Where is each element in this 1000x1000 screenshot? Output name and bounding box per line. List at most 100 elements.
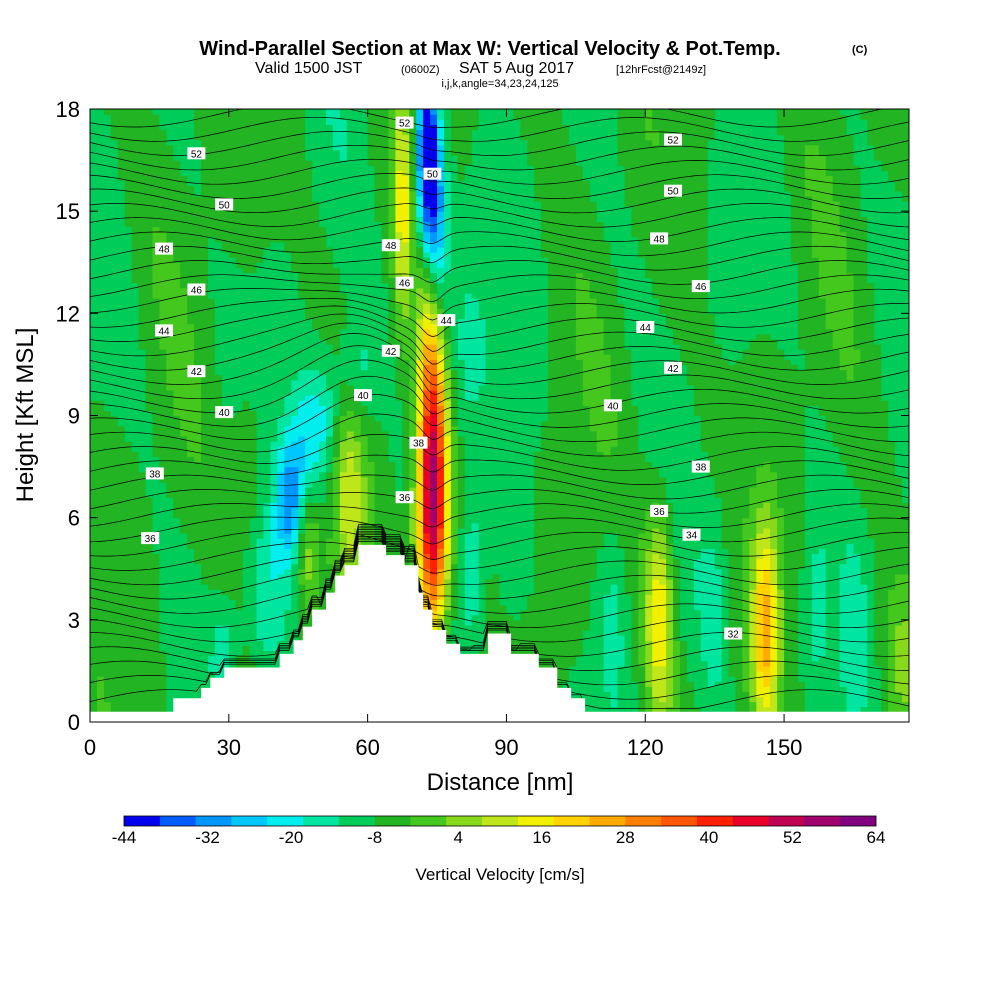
velocity-cell (152, 262, 181, 268)
velocity-cell (443, 435, 452, 442)
velocity-cell (666, 323, 716, 330)
velocity-cell (416, 252, 424, 258)
velocity-cell (867, 231, 909, 238)
velocity-cell (332, 415, 341, 422)
velocity-cell (846, 558, 862, 565)
velocity-cell (221, 395, 285, 401)
velocity-cell (631, 630, 639, 636)
velocity-cell (312, 170, 376, 177)
velocity-cell (291, 522, 299, 529)
velocity-cell (180, 277, 209, 284)
velocity-cell (721, 543, 744, 549)
velocity-cell (909, 584, 917, 590)
velocity-cell (700, 614, 723, 621)
subtitle-grid-indices: i,j,k,angle=34,23,24,125 (441, 78, 558, 90)
velocity-cell (568, 676, 605, 682)
velocity-cell (797, 308, 827, 314)
velocity-cell (249, 522, 265, 529)
velocity-cell (464, 578, 480, 585)
velocity-cell (846, 262, 868, 268)
velocity-cell (416, 308, 424, 314)
velocity-cell (770, 502, 778, 509)
velocity-cell (707, 665, 723, 672)
velocity-cell (457, 481, 466, 488)
velocity-cell (749, 645, 757, 652)
velocity-cell (450, 446, 459, 452)
velocity-cell (652, 691, 667, 698)
velocity-cell (332, 343, 341, 350)
velocity-cell (478, 609, 487, 616)
velocity-cell (777, 543, 785, 549)
velocity-cell (867, 257, 909, 263)
contour-label-text: 48 (385, 241, 397, 252)
colorbar-swatch (374, 816, 411, 826)
velocity-cell (603, 609, 619, 616)
velocity-cell (388, 456, 403, 463)
velocity-cell (638, 532, 653, 539)
velocity-cell (645, 456, 709, 463)
velocity-cell (617, 589, 626, 595)
velocity-cell (742, 527, 757, 534)
velocity-cell (90, 568, 161, 575)
velocity-cell (416, 538, 424, 544)
velocity-cell (707, 681, 716, 687)
velocity-cell (853, 160, 882, 166)
velocity-cell (707, 221, 792, 228)
velocity-cell (437, 614, 445, 621)
velocity-cell (90, 160, 119, 166)
velocity-cell (339, 277, 383, 284)
velocity-cell (430, 109, 438, 115)
velocity-cell (742, 650, 750, 657)
velocity-cell (603, 670, 619, 677)
velocity-cell (770, 655, 778, 662)
velocity-cell (207, 277, 299, 284)
velocity-cell (201, 415, 258, 422)
velocity-cell (548, 298, 577, 304)
contour-label-box (141, 532, 160, 545)
velocity-cell (596, 200, 626, 207)
contour-label: 46 (187, 283, 206, 297)
velocity-cell (360, 430, 390, 437)
velocity-cell (638, 686, 646, 692)
velocity-cell (312, 185, 376, 192)
isentrope-line (90, 534, 909, 657)
velocity-cell (707, 149, 785, 156)
velocity-cell (145, 481, 167, 488)
velocity-cell (763, 609, 771, 616)
velocity-cell (770, 584, 778, 590)
velocity-cell (749, 650, 757, 657)
velocity-cell (603, 681, 619, 687)
velocity-cell (784, 665, 799, 672)
velocity-cell (395, 471, 403, 478)
velocity-cell (631, 624, 639, 631)
velocity-cell (325, 109, 341, 115)
velocity-cell (804, 149, 820, 156)
velocity-cell (756, 548, 764, 555)
velocity-cell (159, 619, 258, 626)
velocity-cell (416, 114, 424, 120)
velocity-cell (471, 134, 521, 141)
velocity-cell (485, 640, 584, 646)
contour-labels: 5250484644424038365250484644424038365250… (141, 116, 743, 641)
isentrope-line (90, 539, 909, 700)
velocity-cell (437, 134, 445, 141)
velocity-cell (575, 328, 605, 335)
velocity-cell (194, 134, 306, 141)
velocity-cell (534, 589, 591, 595)
velocity-cell (742, 599, 750, 606)
velocity-cell (839, 665, 868, 672)
velocity-cell (166, 134, 195, 141)
velocity-cell (443, 635, 452, 641)
velocity-cell (763, 599, 771, 606)
velocity-cell (437, 216, 445, 222)
velocity-cell (131, 446, 154, 452)
velocity-cell (166, 660, 209, 667)
velocity-cell (881, 686, 889, 692)
velocity-cell (485, 619, 591, 626)
velocity-cell (450, 405, 459, 411)
velocity-cell (443, 425, 452, 432)
velocity-cell (478, 553, 535, 560)
velocity-cell (187, 451, 202, 457)
isentrope-line (90, 173, 909, 199)
velocity-cell (846, 696, 868, 703)
